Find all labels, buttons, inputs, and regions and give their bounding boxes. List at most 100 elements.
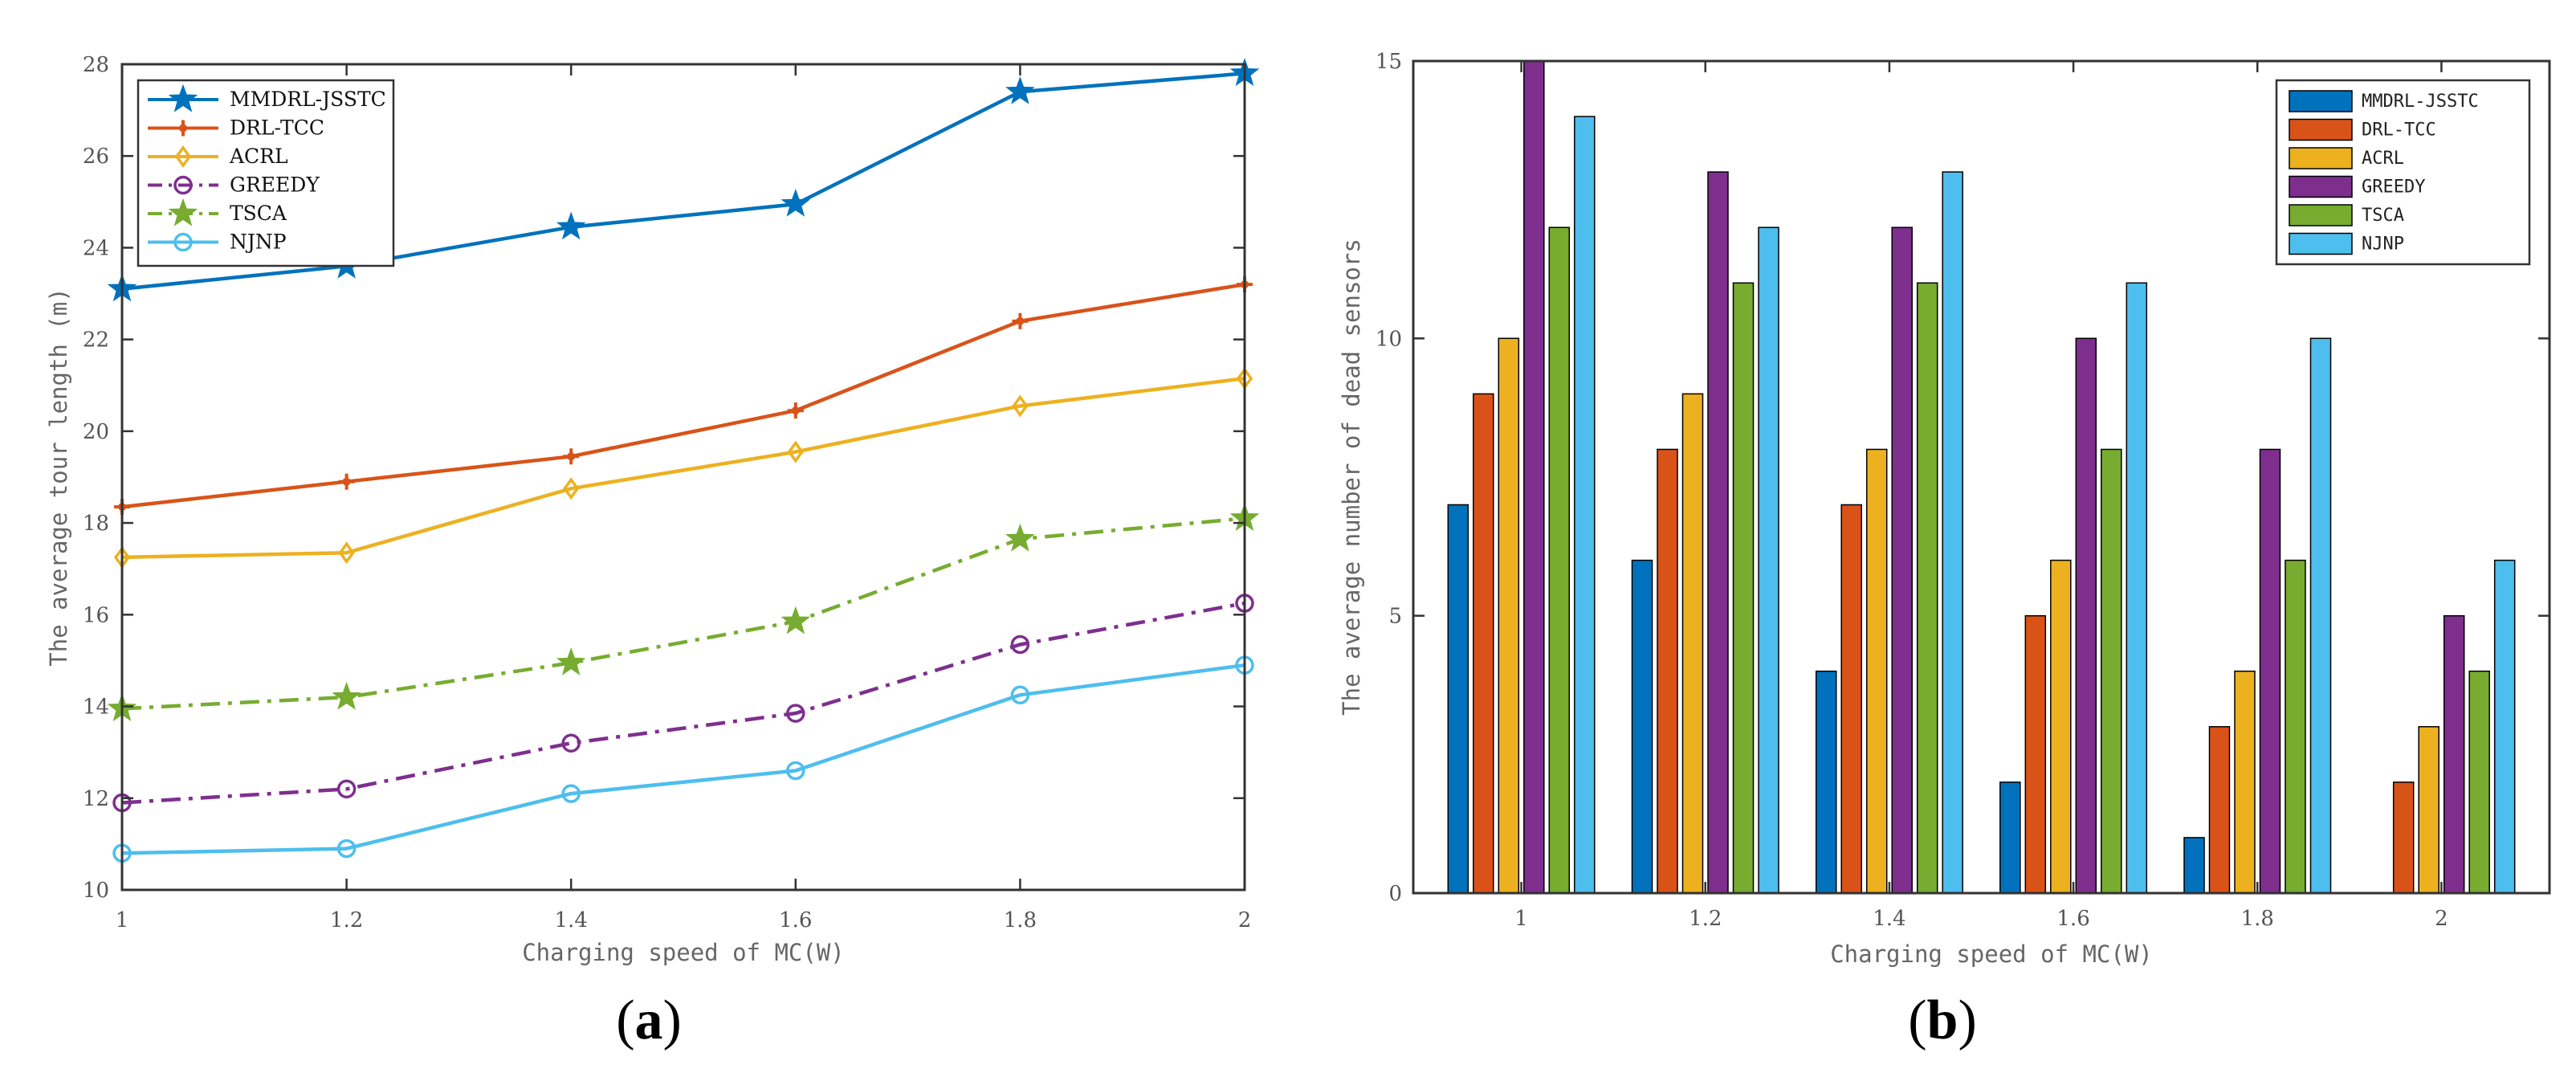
panel-label-a: (a) bbox=[616, 989, 682, 1051]
bar-greedy bbox=[2443, 614, 2465, 894]
series-line-acrl bbox=[121, 376, 1245, 560]
data-point-greedy bbox=[786, 704, 805, 723]
data-point-tsca bbox=[781, 606, 811, 634]
bar-chart-axes-box bbox=[1412, 59, 2551, 895]
bar-tsca bbox=[1732, 282, 1755, 894]
y-tick-label: 10 bbox=[83, 879, 109, 903]
bar-mmdrl-jsstc bbox=[1447, 504, 1469, 894]
panel-label-a-close: ) bbox=[663, 989, 682, 1051]
series-line-mmdrl-jsstc bbox=[121, 71, 1245, 292]
legend-marker-tsca bbox=[168, 198, 198, 226]
data-point-tsca bbox=[1005, 523, 1035, 552]
bar-chart-y-axis-title: The average number of dead sensors bbox=[1338, 239, 1365, 716]
bar-greedy bbox=[1523, 60, 1545, 894]
bar-greedy bbox=[1891, 226, 1913, 894]
y-tick-label: 24 bbox=[83, 236, 109, 260]
line-chart-ticks: 10 12 14 16 18 20 22 24 26 28 1 1.2 1.4 1.6 1.8 2 bbox=[83, 53, 1251, 932]
x-tick-label: 1.4 bbox=[555, 908, 588, 932]
legend-marker-greedy bbox=[173, 175, 193, 195]
data-point-drl-tcc-dot bbox=[1016, 316, 1025, 325]
y-tick-label: 14 bbox=[83, 696, 109, 720]
series-line-greedy bbox=[121, 601, 1245, 805]
legend-label-mmdrl-jsstc: MMDRL-JSSTC bbox=[2362, 92, 2479, 112]
y-tick-label: 15 bbox=[1376, 50, 1402, 74]
data-point-drl-tcc-dot bbox=[342, 477, 351, 486]
y-tick-label: 26 bbox=[83, 145, 109, 169]
bar-chart-plot-area bbox=[1447, 60, 2516, 894]
data-point-njnp bbox=[561, 784, 581, 803]
bar-tsca bbox=[1548, 226, 1571, 894]
y-tick-label: 16 bbox=[83, 603, 109, 627]
bar-tsca bbox=[2468, 670, 2490, 894]
bar-chart-panel-b: 1 1.2 1.4 1.6 1.8 2 0 5 10 15 Charging speed of M… bbox=[1338, 50, 2551, 1051]
x-tick-label: 1.2 bbox=[1689, 907, 1722, 931]
bar-greedy bbox=[1707, 171, 1729, 894]
data-point-mmdrl-jsstc bbox=[556, 211, 586, 240]
legend-label-tsca: TSCA bbox=[230, 202, 287, 225]
bar-greedy bbox=[2075, 337, 2097, 894]
bar-chart-ticks: 1 1.2 1.4 1.6 1.8 2 0 5 10 15 bbox=[1376, 50, 2550, 931]
bar-mmdrl-jsstc bbox=[1815, 670, 1837, 894]
bar-acrl bbox=[2234, 670, 2256, 894]
legend-label-drl-tcc: DRL-TCC bbox=[230, 116, 324, 140]
x-tick-label: 1 bbox=[116, 908, 129, 932]
data-point-mmdrl-jsstc bbox=[781, 189, 811, 217]
legend-label-acrl: ACRL bbox=[229, 145, 288, 168]
legend-label-tsca: TSCA bbox=[2362, 206, 2404, 226]
data-point-drl-tcc-dot bbox=[791, 406, 800, 415]
line-chart-y-axis-title: The average tour length (m) bbox=[45, 288, 72, 666]
y-tick-label: 10 bbox=[1376, 327, 1402, 351]
y-tick-label: 5 bbox=[1388, 605, 1402, 629]
x-tick-label: 1.6 bbox=[779, 908, 812, 932]
legend-label-greedy: GREEDY bbox=[230, 173, 320, 197]
legend-swatch-njnp bbox=[2289, 232, 2353, 255]
legend-marker-njnp bbox=[173, 232, 193, 252]
data-point-greedy bbox=[561, 733, 581, 753]
x-tick-label: 1 bbox=[1514, 907, 1528, 931]
data-point-njnp bbox=[1010, 685, 1030, 705]
bar-drl-tcc bbox=[2024, 614, 2047, 894]
legend-marker-mmdrl-jsstc bbox=[168, 84, 198, 112]
panel-label-b: (b) bbox=[1908, 989, 1977, 1051]
x-tick-label: 1.4 bbox=[1873, 907, 1906, 931]
data-point-drl-tcc bbox=[1012, 312, 1029, 329]
bar-njnp bbox=[1574, 116, 1596, 894]
bar-drl-tcc bbox=[2392, 781, 2415, 894]
panel-label-b-letter: b bbox=[1927, 989, 1958, 1051]
data-point-acrl bbox=[1012, 394, 1029, 418]
x-tick-label: 1.6 bbox=[2056, 907, 2089, 931]
bar-acrl bbox=[2418, 726, 2439, 894]
panel-label-a-open: ( bbox=[616, 989, 634, 1051]
data-point-greedy bbox=[336, 779, 357, 799]
legend-swatch-acrl bbox=[2289, 147, 2353, 169]
bar-chart-x-axis-title: Charging speed of MC(W) bbox=[1830, 940, 2153, 968]
legend-swatch-mmdrl-jsstc bbox=[2289, 90, 2353, 112]
bar-mmdrl-jsstc bbox=[1631, 559, 1653, 894]
y-tick-label: 22 bbox=[83, 328, 109, 353]
bar-njnp bbox=[1942, 171, 1963, 894]
legend-marker-drl-tcc bbox=[175, 120, 191, 137]
x-tick-label: 1.8 bbox=[2241, 907, 2274, 931]
line-chart-plot-area bbox=[107, 58, 1260, 863]
bar-acrl bbox=[1865, 448, 1888, 894]
data-point-acrl bbox=[787, 440, 804, 463]
bar-drl-tcc bbox=[2208, 726, 2231, 894]
bar-tsca bbox=[1916, 282, 1938, 894]
line-chart-legend: MMDRL-JSSTC DRL-TCC ACRL GREEDY TSCA NJNP bbox=[137, 79, 395, 267]
bar-acrl bbox=[2050, 559, 2072, 894]
bar-acrl bbox=[1498, 337, 1520, 894]
bar-drl-tcc bbox=[1840, 504, 1862, 894]
y-tick-label: 18 bbox=[83, 512, 109, 536]
legend-marker-drl-tcc-dot bbox=[179, 124, 187, 133]
series-line-drl-tcc bbox=[121, 282, 1245, 509]
line-chart-axes-box bbox=[120, 63, 1246, 892]
y-tick-label: 28 bbox=[83, 53, 109, 77]
data-point-njnp bbox=[336, 838, 357, 859]
legend-label-mmdrl-jsstc: MMDRL-JSSTC bbox=[230, 88, 386, 111]
legend-label-acrl: ACRL bbox=[2362, 149, 2404, 169]
legend-swatch-greedy bbox=[2289, 175, 2353, 198]
x-tick-label: 2 bbox=[2435, 907, 2448, 931]
series-line-tsca bbox=[121, 516, 1245, 711]
y-tick-label: 0 bbox=[1388, 882, 1402, 906]
bar-drl-tcc bbox=[1657, 448, 1678, 894]
